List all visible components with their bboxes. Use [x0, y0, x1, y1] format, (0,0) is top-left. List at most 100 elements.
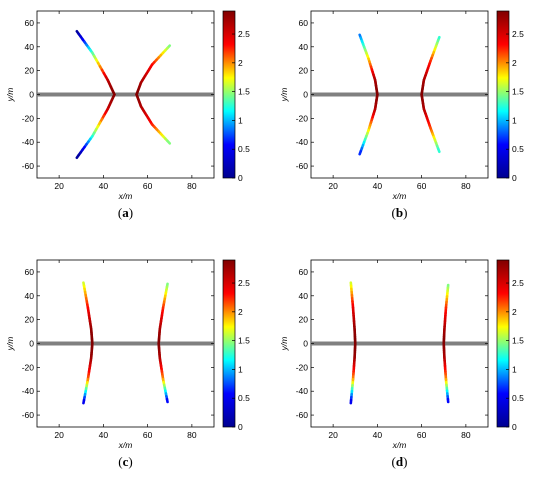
chart-panel-c: 20 40 60 80 -60 -40 -20 0 20 40 60 x/m y/m 0 0.5 1 1.5 2 2… [5, 259, 250, 469]
x-tick-label: 60 [417, 430, 427, 440]
x-tick-label: 80 [461, 430, 471, 440]
colorbar-tick-label: 0.5 [512, 393, 524, 403]
x-tick-label: 80 [187, 181, 197, 191]
curve-segment [436, 147, 441, 154]
colorbar-tick-label: 1 [238, 364, 243, 374]
y-tick-label: 60 [25, 18, 35, 28]
curve-segment [358, 149, 363, 156]
y-tick-label: 40 [299, 42, 309, 52]
x-tick-label: 40 [373, 181, 383, 191]
x-tick-label: 40 [99, 430, 109, 440]
y-tick-label: 0 [29, 339, 34, 349]
colorbar-tick-label: 0 [238, 422, 243, 432]
y-tick-label: -40 [296, 386, 309, 396]
curve-segment [82, 398, 86, 405]
x-tick-label: 20 [328, 430, 338, 440]
x-tick-label: 20 [54, 181, 64, 191]
y-tick-label: -40 [296, 137, 309, 147]
colorbar-tick-label: 2.5 [512, 29, 524, 39]
colorbar-tick-label: 0.5 [238, 144, 250, 154]
y-tick-label: 0 [303, 90, 308, 100]
x-axis-label: x/m [118, 191, 133, 201]
chart-panel-b: 20 40 60 80 -60 -40 -20 0 20 40 60 x/m y/m 0 0.5 1 1.5 2 2… [279, 10, 524, 220]
y-tick-label: -20 [296, 362, 309, 372]
colorbar-tick-label: 0 [512, 173, 517, 183]
series-curve-2 [420, 35, 441, 154]
y-tick-label: -40 [22, 137, 35, 147]
y-tick-label: 60 [299, 18, 309, 28]
curve-segment [165, 397, 169, 404]
colorbar-tick-label: 0 [238, 173, 243, 183]
x-tick-label: 80 [187, 430, 197, 440]
y-tick-label: 20 [299, 66, 309, 76]
panel-caption: (b) [392, 205, 408, 220]
colorbar-tick-label: 1.5 [238, 87, 250, 97]
x-tick-label: 20 [54, 430, 64, 440]
x-tick-label: 60 [417, 181, 427, 191]
y-tick-label: -40 [22, 386, 35, 396]
colorbar-tick-label: 2 [512, 58, 517, 68]
y-tick-label: -60 [22, 410, 35, 420]
series-curve-2 [442, 283, 450, 404]
x-tick-label: 60 [143, 181, 153, 191]
colorbar-tick-label: 2 [238, 58, 243, 68]
series-curve-1 [82, 281, 94, 405]
x-tick-label: 60 [143, 430, 153, 440]
x-tick-label: 40 [373, 430, 383, 440]
colorbar-tick-label: 2 [238, 307, 243, 317]
y-tick-label: 0 [303, 339, 308, 349]
y-axis-label: y/m [279, 337, 289, 352]
colorbar-tick-label: 0.5 [512, 144, 524, 154]
chart-panel-a: 20 40 60 80 -60 -40 -20 0 20 40 60 x/m y/m 0 0.5 1 1.5 2 2… [5, 10, 250, 220]
panel-caption: (d) [392, 454, 408, 469]
y-tick-label: 40 [299, 291, 309, 301]
x-tick-label: 40 [99, 181, 109, 191]
colorbar-tick-label: 1 [238, 115, 243, 125]
series-curve-2 [135, 44, 172, 145]
y-tick-label: -60 [22, 161, 35, 171]
colorbar-tick-label: 1.5 [238, 336, 250, 346]
series-curve-2 [157, 282, 169, 404]
series-curve-1 [75, 29, 116, 160]
x-tick-label: 20 [328, 181, 338, 191]
y-axis-label: y/m [5, 88, 15, 103]
colorbar [222, 259, 236, 428]
series-curve-1 [358, 33, 379, 156]
colorbar-tick-label: 2.5 [238, 29, 250, 39]
y-tick-label: -20 [22, 362, 35, 372]
y-tick-label: 40 [25, 291, 35, 301]
y-axis-label: y/m [279, 88, 289, 103]
curve-segment [75, 153, 81, 160]
panel-caption: (c) [118, 454, 132, 469]
y-tick-label: -60 [296, 410, 309, 420]
y-tick-label: -20 [296, 113, 309, 123]
colorbar [496, 10, 510, 179]
colorbar-tick-label: 1 [512, 364, 517, 374]
colorbar-tick-label: 0.5 [238, 393, 250, 403]
x-tick-label: 80 [461, 181, 471, 191]
colorbar-tick-label: 2.5 [512, 278, 524, 288]
x-axis-label: x/m [392, 440, 407, 450]
chart-panel-d: 20 40 60 80 -60 -40 -20 0 20 40 60 x/m y/m 0 0.5 1 1.5 2 2… [279, 259, 524, 469]
y-tick-label: -60 [296, 161, 309, 171]
colorbar-tick-label: 1.5 [512, 336, 524, 346]
y-tick-label: 0 [29, 90, 34, 100]
series-curve-1 [349, 281, 357, 405]
colorbar-tick-label: 0 [512, 422, 517, 432]
y-tick-label: 20 [25, 66, 35, 76]
colorbar-tick-label: 1.5 [512, 87, 524, 97]
y-tick-label: 60 [299, 267, 309, 277]
y-tick-label: 40 [25, 42, 35, 52]
y-tick-label: 20 [25, 315, 35, 325]
colorbar [222, 10, 236, 179]
y-tick-label: 60 [25, 267, 35, 277]
colorbar-tick-label: 2.5 [238, 278, 250, 288]
curve-segment [166, 139, 172, 145]
y-tick-label: -20 [22, 113, 35, 123]
x-axis-label: x/m [392, 191, 407, 201]
colorbar [496, 259, 510, 428]
colorbar-tick-label: 1 [512, 115, 517, 125]
y-axis-label: y/m [5, 337, 15, 352]
y-tick-label: 20 [299, 315, 309, 325]
